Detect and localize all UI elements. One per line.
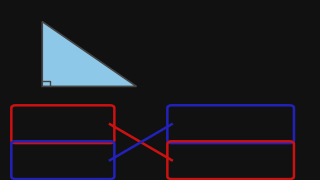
Text: AB: AB xyxy=(256,146,270,156)
Text: BC: BC xyxy=(256,164,270,174)
Text: AC: AC xyxy=(76,146,91,156)
Text: AC: AC xyxy=(256,110,270,120)
Text: BC: BC xyxy=(76,128,91,138)
Text: BC: BC xyxy=(76,164,91,174)
Text: $\sin\hat{C}=$: $\sin\hat{C}=$ xyxy=(180,152,219,168)
Text: C: C xyxy=(138,83,146,93)
Text: BC: BC xyxy=(256,128,270,138)
Text: +: + xyxy=(88,45,96,55)
Polygon shape xyxy=(42,22,136,86)
Text: On obtient :: On obtient : xyxy=(19,94,81,104)
Text: $\sin\hat{B}=$: $\sin\hat{B}=$ xyxy=(25,152,62,168)
Text: $\cos\hat{B}=$: $\cos\hat{B}=$ xyxy=(25,116,65,132)
Text: AB: AB xyxy=(76,110,91,120)
Text: B: B xyxy=(29,9,37,19)
Text: $\cos\hat{C}=$: $\cos\hat{C}=$ xyxy=(180,116,221,132)
Text: A: A xyxy=(29,92,38,102)
Text: Dans le triangle ABC rectangle en A :: Dans le triangle ABC rectangle en A : xyxy=(63,5,257,15)
